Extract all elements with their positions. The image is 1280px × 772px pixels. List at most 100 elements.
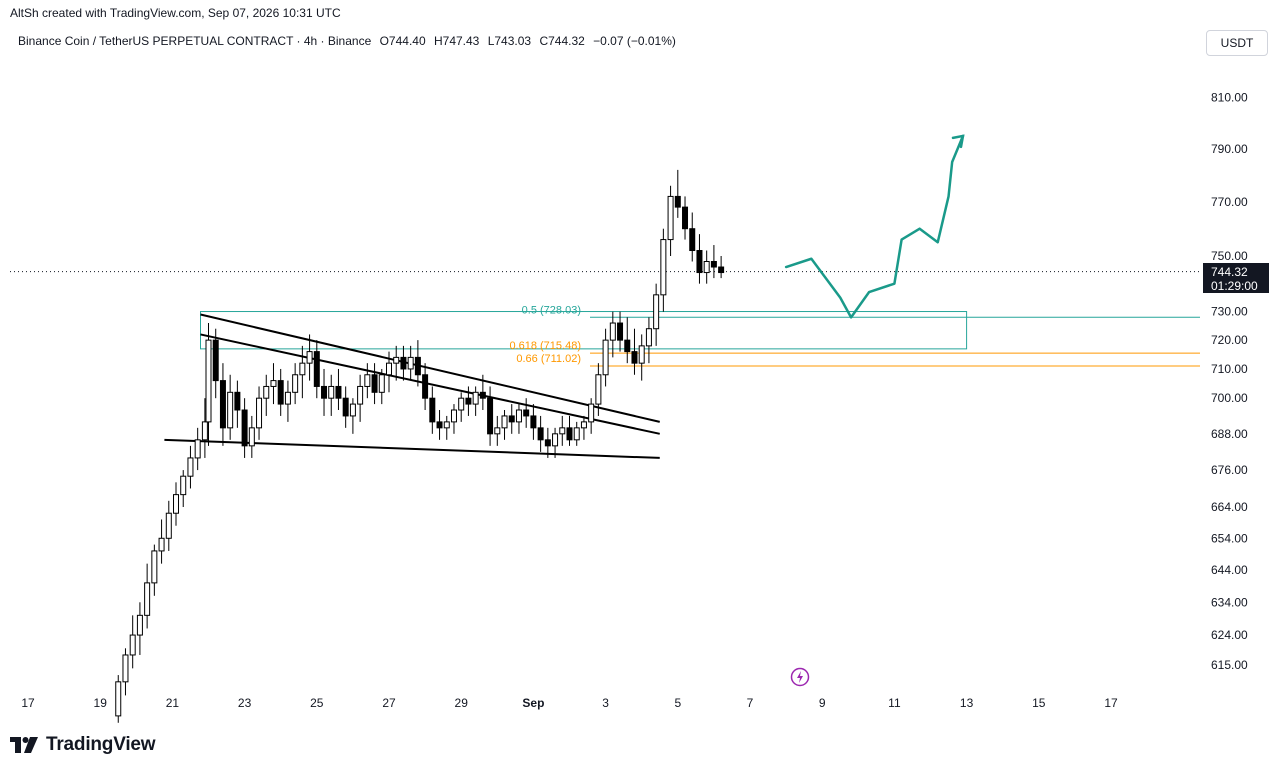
candle-body bbox=[284, 391, 291, 405]
candle-body bbox=[263, 385, 270, 399]
candle-body bbox=[494, 427, 501, 435]
candle-body bbox=[544, 439, 551, 447]
x-tick-label: 11 bbox=[888, 696, 901, 710]
x-tick-label: 7 bbox=[747, 696, 754, 710]
y-tick-label: 654.00 bbox=[1211, 531, 1248, 545]
candle-body bbox=[158, 537, 165, 552]
candle-body bbox=[703, 261, 710, 274]
candle-body bbox=[393, 356, 400, 364]
candle-body bbox=[537, 427, 544, 441]
current-price-value: 744.32 bbox=[1211, 265, 1248, 279]
candle-body bbox=[335, 385, 342, 399]
projection-arrowhead bbox=[951, 134, 965, 149]
y-tick-label: 770.00 bbox=[1211, 195, 1248, 209]
tradingview-logo[interactable]: TradingView bbox=[10, 734, 156, 756]
trendline bbox=[200, 333, 660, 435]
candle-body bbox=[682, 206, 689, 230]
candle-body bbox=[523, 409, 530, 417]
candle-body bbox=[122, 654, 129, 683]
y-tick-label: 750.00 bbox=[1211, 249, 1248, 263]
candle-body bbox=[136, 614, 143, 636]
candle-body bbox=[212, 339, 219, 382]
candle-body bbox=[407, 356, 414, 370]
candle-body bbox=[219, 380, 226, 429]
y-tick-label: 644.00 bbox=[1211, 563, 1248, 577]
trendline bbox=[164, 438, 660, 459]
candle-body bbox=[487, 397, 494, 435]
candle-body bbox=[165, 512, 172, 539]
candle-body bbox=[422, 374, 429, 399]
candle-body bbox=[277, 380, 284, 405]
candle-body bbox=[173, 494, 180, 514]
open-value: O744.40 bbox=[379, 34, 426, 48]
x-tick-label: 15 bbox=[1032, 696, 1046, 710]
lightning-icon[interactable] bbox=[790, 667, 810, 687]
candle-body bbox=[602, 339, 609, 376]
candle-body bbox=[436, 421, 443, 429]
candle-body bbox=[515, 409, 522, 423]
close-value: C744.32 bbox=[539, 34, 585, 48]
candle-body bbox=[414, 356, 421, 376]
candle-body bbox=[357, 385, 364, 405]
candle-body bbox=[205, 339, 212, 423]
candle-body bbox=[234, 391, 241, 411]
candle-body bbox=[144, 582, 151, 616]
y-tick-label: 790.00 bbox=[1211, 142, 1248, 156]
candle-body bbox=[443, 421, 450, 429]
candle-body bbox=[458, 397, 465, 411]
x-tick-label: Sep bbox=[522, 696, 544, 710]
candle-body bbox=[378, 374, 385, 393]
candle-body bbox=[660, 239, 667, 296]
candle-body bbox=[129, 634, 136, 656]
fib-level-label: 0.618 (715.48) bbox=[509, 340, 581, 352]
candle-body bbox=[342, 397, 349, 417]
candle-body bbox=[386, 362, 392, 376]
candle-body bbox=[566, 427, 573, 441]
candle-body bbox=[400, 356, 407, 370]
x-tick-label: 29 bbox=[455, 696, 469, 710]
change-value: −0.07 (−0.01%) bbox=[593, 34, 676, 48]
candle-body bbox=[501, 415, 508, 429]
currency-button[interactable]: USDT bbox=[1206, 30, 1268, 56]
y-tick-label: 810.00 bbox=[1211, 90, 1248, 104]
x-tick-label: 9 bbox=[819, 696, 826, 710]
x-tick-label: 17 bbox=[21, 696, 35, 710]
current-price-tag: 744.32 01:29:00 bbox=[1203, 263, 1269, 293]
candle-body bbox=[696, 250, 703, 274]
y-tick-label: 688.00 bbox=[1211, 427, 1248, 441]
candle-body bbox=[667, 195, 674, 241]
y-tick-label: 730.00 bbox=[1211, 305, 1248, 319]
tradingview-logo-icon bbox=[10, 737, 38, 753]
candle-body bbox=[465, 397, 472, 405]
y-tick-label: 664.00 bbox=[1211, 500, 1248, 514]
candle-body bbox=[227, 391, 234, 429]
chart-attribution: AltSh created with TradingView.com, Sep … bbox=[10, 6, 341, 20]
candle-body bbox=[248, 427, 255, 447]
candle-body bbox=[588, 403, 595, 423]
candle-body bbox=[653, 294, 660, 330]
candle-body bbox=[472, 391, 479, 405]
candle-body bbox=[450, 409, 457, 423]
candle-body bbox=[689, 228, 696, 252]
candle-body bbox=[151, 550, 158, 584]
x-tick-label: 5 bbox=[674, 696, 681, 710]
candle-body bbox=[710, 261, 717, 268]
y-tick-label: 615.00 bbox=[1211, 658, 1248, 672]
y-tick-label: 700.00 bbox=[1211, 391, 1248, 405]
candle-body bbox=[256, 397, 263, 429]
fib-level-label: 0.5 (728.03) bbox=[522, 304, 581, 316]
candle-body bbox=[328, 385, 335, 399]
y-tick-label: 720.00 bbox=[1211, 333, 1248, 347]
candle-body bbox=[552, 433, 559, 447]
candle-body bbox=[241, 409, 248, 447]
candle-body bbox=[299, 362, 306, 376]
candle-body bbox=[674, 195, 681, 208]
candle-body bbox=[371, 374, 378, 393]
chart-frame bbox=[10, 26, 1275, 716]
candle-body bbox=[349, 403, 356, 417]
candle-body bbox=[609, 322, 616, 341]
x-tick-label: 21 bbox=[166, 696, 180, 710]
candle-body bbox=[479, 391, 486, 399]
x-tick-label: 25 bbox=[310, 696, 324, 710]
